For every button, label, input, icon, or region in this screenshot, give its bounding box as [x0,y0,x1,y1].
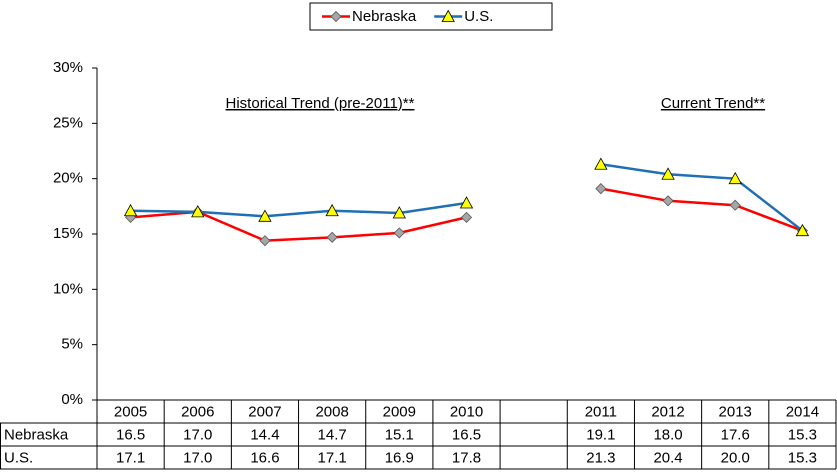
table-cell: 20.4 [653,449,682,466]
legend-box [309,2,553,31]
x-tick-label: 2009 [383,403,416,420]
table-cell: 18.0 [653,426,682,443]
y-tick-label: 15% [53,225,83,242]
table-cell: 17.6 [721,426,750,443]
table-cell: 16.9 [385,449,414,466]
marker [594,157,608,170]
x-tick-label: 2010 [450,403,483,420]
x-tick-label: 2013 [719,403,752,420]
x-tick-label: 2007 [248,403,281,420]
x-tick-label: 2012 [651,403,684,420]
table-cell: 14.7 [318,426,347,443]
marker [259,235,271,247]
x-tick-label: 2006 [181,403,214,420]
y-tick-label: 25% [53,114,83,131]
y-tick-label: 10% [53,280,83,297]
marker [662,195,674,207]
table-row-label: Nebraska [4,426,69,443]
marker [330,10,342,23]
table-cell: 17.1 [318,449,347,466]
table-cell: 15.1 [385,426,414,443]
x-tick-label: 2011 [585,403,617,420]
table-cell: 17.1 [116,449,145,466]
table-cell: 14.4 [250,426,279,443]
annotation: Current Trend** [661,95,765,112]
series-line [130,163,804,232]
marker [392,206,406,219]
legend-label: U.S. [464,8,493,25]
annotation: Historical Trend (pre-2011)** [226,95,415,112]
marker [595,183,607,195]
marker [393,227,405,239]
x-tick-label: 2014 [786,403,819,420]
y-tick-label: 0% [61,391,83,408]
marker [441,9,455,22]
table-cell: 19.1 [586,426,615,443]
marker [795,223,810,237]
table-cell: 17.0 [183,426,212,443]
legend-label: Nebraska [352,8,417,25]
marker [326,231,338,243]
x-tick-label: 2005 [114,403,147,420]
marker [729,199,741,211]
marker [661,167,675,180]
table-cell: 16.5 [452,426,481,443]
marker [728,171,742,185]
table-row-label: U.S. [4,449,33,466]
marker [191,205,205,218]
table-cell: 15.3 [788,426,817,443]
y-tick-label: 5% [61,336,83,353]
table-cell: 20.0 [721,449,750,466]
table-cell: 16.6 [250,449,279,466]
marker [460,211,473,223]
marker [258,209,272,222]
x-tick-label: 2008 [315,403,348,420]
y-tick-label: 20% [53,170,83,187]
table-cell: 16.5 [116,426,145,443]
y-tick-label: 30% [53,59,83,76]
table-cell: 15.3 [788,449,817,466]
marker [459,196,474,209]
marker [123,203,138,217]
marker [325,203,339,217]
table-cell: 17.0 [183,449,212,466]
table-cell: 17.8 [452,449,481,466]
table-cell: 21.3 [586,449,615,466]
